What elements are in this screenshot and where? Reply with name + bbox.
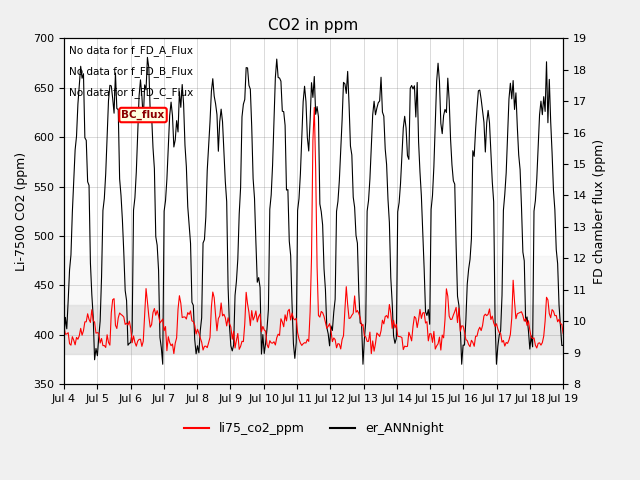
Text: No data for f_FD_B_Flux: No data for f_FD_B_Flux — [69, 66, 193, 77]
Legend: li75_co2_ppm, er_ANNnight: li75_co2_ppm, er_ANNnight — [179, 417, 448, 440]
Bar — [64, 305, 563, 354]
Y-axis label: Li-7500 CO2 (ppm): Li-7500 CO2 (ppm) — [15, 152, 28, 271]
Bar — [64, 256, 563, 305]
Text: No data for f_FD_A_Flux: No data for f_FD_A_Flux — [69, 45, 193, 56]
Text: BC_flux: BC_flux — [122, 110, 164, 120]
Y-axis label: FD chamber flux (ppm): FD chamber flux (ppm) — [593, 139, 605, 284]
Text: No data for f_FD_C_Flux: No data for f_FD_C_Flux — [69, 87, 193, 98]
Title: CO2 in ppm: CO2 in ppm — [268, 18, 359, 33]
